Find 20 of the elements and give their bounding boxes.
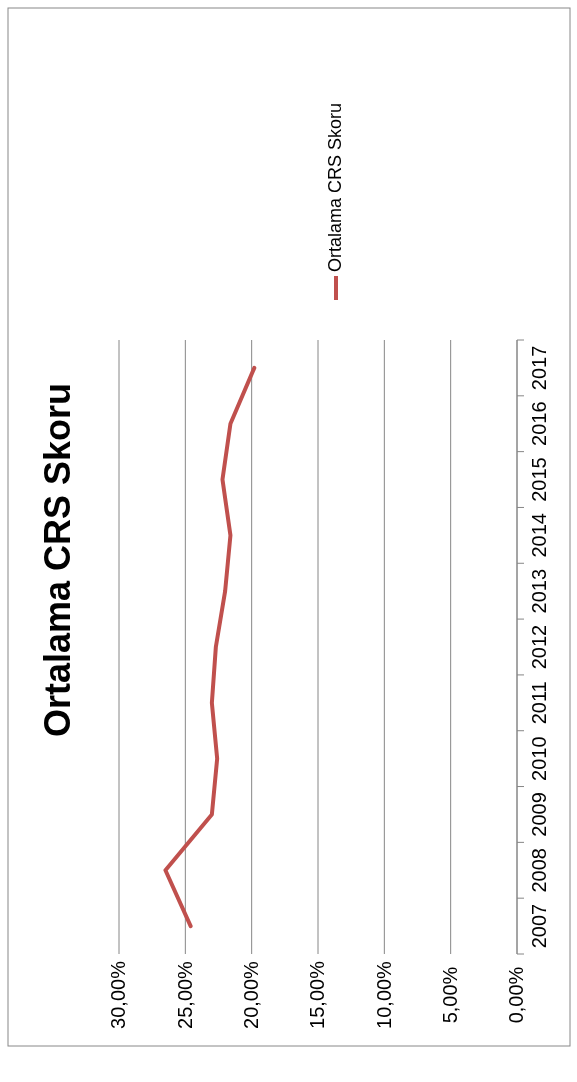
y-tick-label: 2012 bbox=[528, 624, 551, 670]
x-tick-label: 20,00% bbox=[239, 960, 262, 1029]
x-tick-label: 30,00% bbox=[107, 960, 130, 1029]
y-tick-label: 2017 bbox=[528, 345, 551, 391]
y-tick-label: 2009 bbox=[528, 792, 551, 837]
y-tick-label: 2011 bbox=[528, 681, 551, 725]
y-tick-label: 2014 bbox=[528, 513, 551, 558]
x-tick-label: 0,00% bbox=[505, 966, 528, 1024]
text: Ortalama CRS Skoru bbox=[324, 102, 345, 272]
x-tick-label: 5,00% bbox=[438, 966, 461, 1024]
y-tick-label: 2007 bbox=[528, 903, 551, 949]
x-tick-label: 25,00% bbox=[173, 960, 196, 1029]
x-tick-label: 15,00% bbox=[306, 960, 329, 1029]
text: Ortalama CRS Skoru bbox=[36, 382, 78, 738]
y-tick-label: 2013 bbox=[528, 568, 551, 614]
y-tick-label: 2016 bbox=[528, 401, 551, 446]
y-tick-label: 2015 bbox=[528, 457, 551, 502]
y-tick-label: 2008 bbox=[528, 848, 551, 893]
x-tick-label: 10,00% bbox=[372, 960, 395, 1029]
y-tick-label: 2010 bbox=[528, 736, 551, 781]
